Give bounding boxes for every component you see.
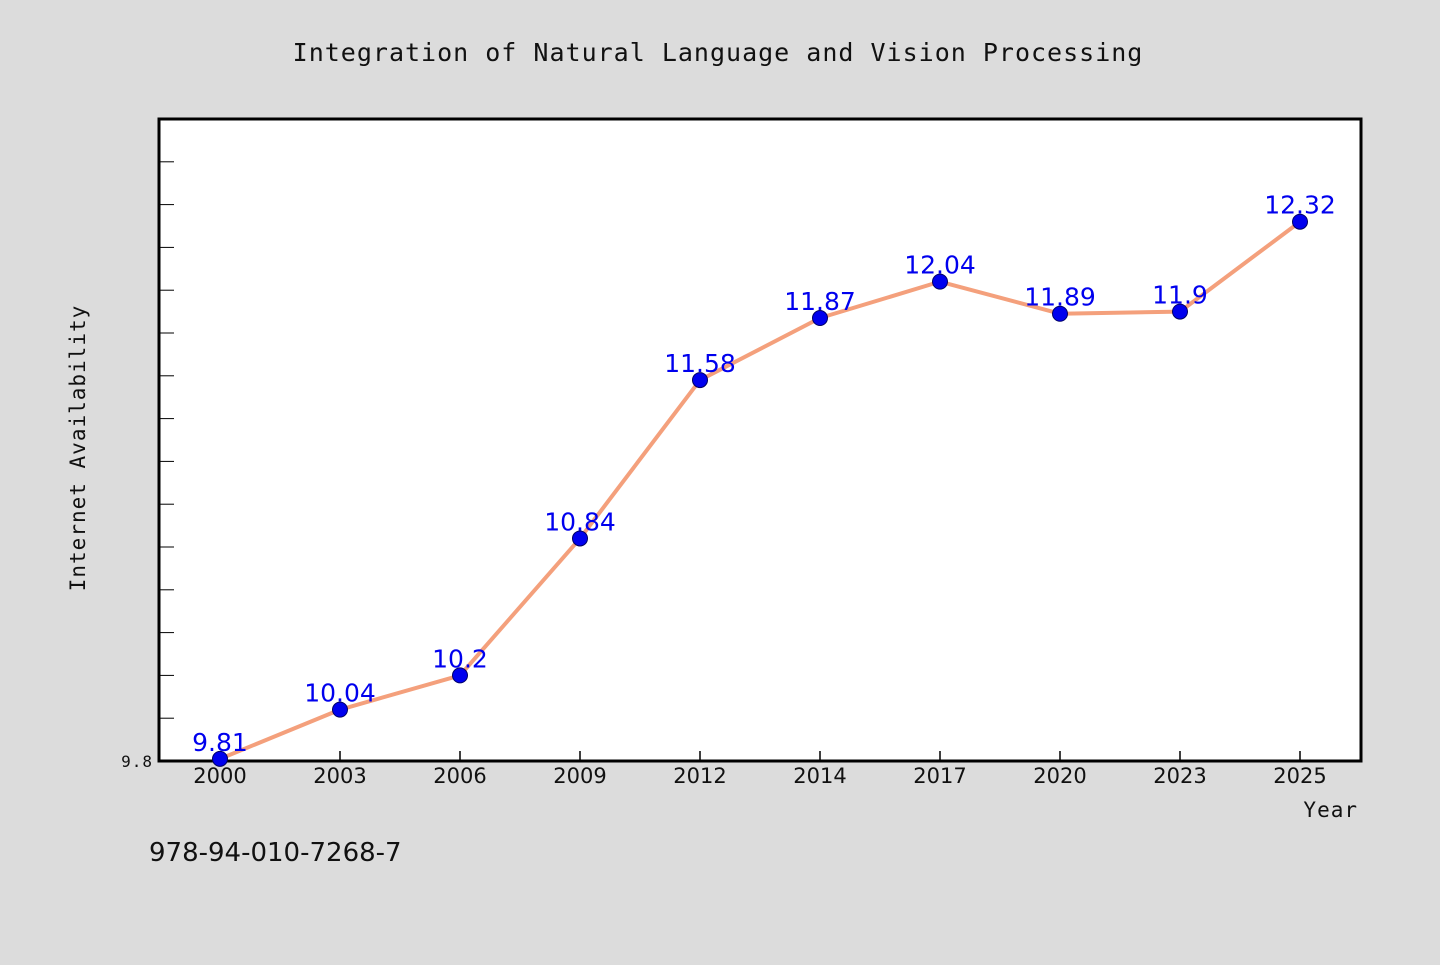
data-label: 12.04 (904, 251, 976, 280)
plot-area (157, 117, 1363, 763)
y-axis-title: Internet Availability (66, 305, 90, 592)
x-tick-label: 2003 (313, 764, 366, 788)
data-point (572, 530, 588, 547)
x-tick-label: 2000 (193, 764, 246, 788)
x-axis-tick-labels: 2000 2003 2006 2009 2012 2014 2017 2020 2023 2025 (193, 764, 1326, 788)
x-tick-label: 2025 (1273, 764, 1326, 788)
y-minor-ticks (159, 161, 174, 762)
series-line (218, 219, 1302, 761)
data-point (932, 273, 948, 290)
data-label: 11.89 (1024, 283, 1096, 312)
data-label: 10.2 (432, 644, 488, 673)
data-label: 10.04 (304, 679, 376, 708)
data-label: 11.58 (664, 349, 736, 378)
x-tick-label: 2014 (793, 764, 846, 788)
data-point (812, 310, 828, 327)
series-lines (218, 219, 1302, 761)
x-tick-label: 2012 (673, 764, 726, 788)
data-point (332, 701, 348, 718)
chart-title: Integration of Natural Language and Visi… (293, 38, 1144, 67)
data-label: 11.9 (1152, 281, 1208, 310)
x-tick-label: 2023 (1153, 764, 1206, 788)
data-labels: 9.81 10.04 10.2 10.84 11.58 11.87 12.04 11.89 11… (192, 191, 1336, 757)
x-tick-label: 2009 (553, 764, 606, 788)
data-point (1172, 303, 1188, 320)
x-tick-label: 2006 (433, 764, 486, 788)
data-point (692, 372, 708, 389)
series-markers (212, 213, 1308, 767)
data-point (1052, 305, 1068, 322)
data-label: 10.84 (544, 507, 616, 536)
x-axis-title: Year (1303, 798, 1358, 822)
data-label: 9.81 (192, 728, 248, 757)
x-tick-label: 2020 (1033, 764, 1086, 788)
y-axis-tick-labels: 9.8 (121, 752, 153, 771)
y-tick-label: 9.8 (121, 752, 153, 771)
data-label: 11.87 (784, 287, 856, 316)
isbn-label: 978-94-010-7268-7 (149, 838, 402, 868)
data-label: 12.32 (1264, 191, 1336, 220)
data-point (452, 667, 468, 684)
data-point (1292, 213, 1308, 230)
x-tick-label: 2017 (913, 764, 966, 788)
data-point (212, 750, 228, 767)
